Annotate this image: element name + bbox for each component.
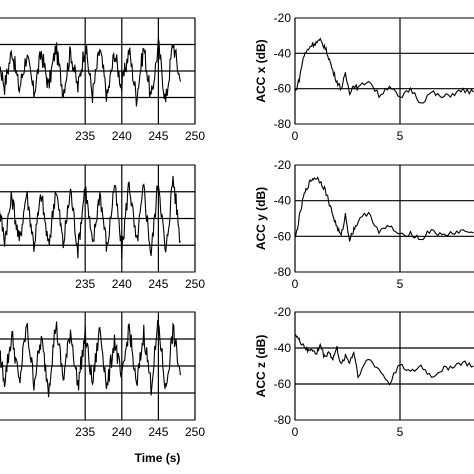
panel-spectrum-y <box>294 164 474 273</box>
x-tick-label: 235 <box>75 129 95 143</box>
x-tick-label: 5 <box>397 129 404 143</box>
y-tick-label: -40 <box>274 194 292 208</box>
y-axis-label: ACC y (dB) <box>254 187 268 250</box>
series-line <box>294 37 474 104</box>
x-axis-label: Time (s) <box>135 451 181 465</box>
panel-spectrum-x <box>294 17 474 125</box>
x-tick-label: 0 <box>292 277 299 291</box>
y-tick-label: -80 <box>274 117 292 131</box>
x-tick-label: 5 <box>397 277 404 291</box>
x-tick-label: 245 <box>148 277 168 291</box>
y-tick-label: -80 <box>274 265 292 279</box>
series-line <box>294 334 474 386</box>
x-tick-label: 240 <box>112 277 132 291</box>
x-tick-label: 235 <box>75 425 95 439</box>
x-tick-label: 235 <box>75 277 95 291</box>
x-tick-label: 245 <box>148 129 168 143</box>
x-tick-label: 240 <box>112 129 132 143</box>
panel-time-middle <box>0 164 196 273</box>
x-tick-label: 250 <box>185 425 205 439</box>
x-tick-label: 0 <box>292 129 299 143</box>
y-tick-label: -60 <box>274 377 292 391</box>
y-tick-label: -20 <box>274 158 292 172</box>
y-axis-label: ACC z (dB) <box>254 335 268 398</box>
x-tick-label: 250 <box>185 129 205 143</box>
y-tick-label: -40 <box>274 341 292 355</box>
x-tick-label: 0 <box>292 425 299 439</box>
y-tick-label: -20 <box>274 11 292 25</box>
series-line <box>0 319 181 398</box>
x-tick-label: 5 <box>397 425 404 439</box>
panel-time-top <box>0 17 196 125</box>
y-tick-label: -20 <box>274 305 292 319</box>
x-tick-label: 240 <box>112 425 132 439</box>
x-tick-label: 250 <box>185 277 205 291</box>
series-line <box>0 38 181 107</box>
panel-spectrum-z <box>294 311 474 421</box>
y-tick-label: -60 <box>274 229 292 243</box>
y-axis-label: ACC x (dB) <box>254 39 268 102</box>
y-tick-label: -60 <box>274 82 292 96</box>
y-tick-label: -80 <box>274 413 292 427</box>
series-line <box>294 176 474 242</box>
y-tick-label: -40 <box>274 46 292 60</box>
x-tick-label: 245 <box>148 425 168 439</box>
series-line <box>0 175 181 260</box>
panel-time-bottom <box>0 311 196 421</box>
